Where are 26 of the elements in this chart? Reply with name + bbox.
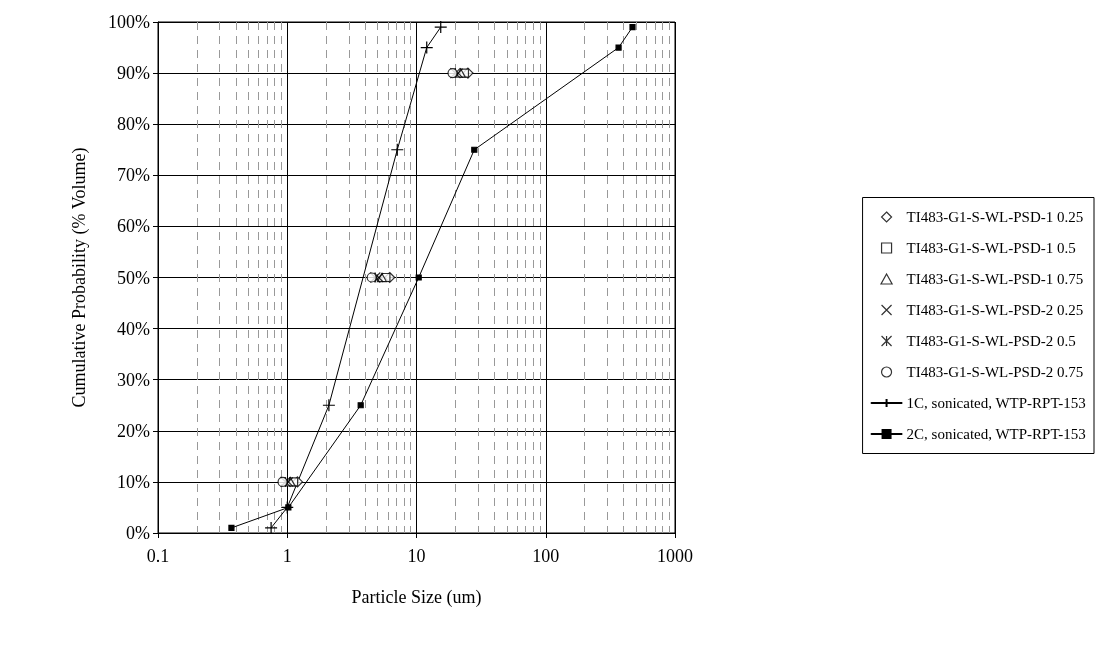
y-tick-label: 70% xyxy=(117,165,150,186)
y-tick-label: 60% xyxy=(117,216,150,237)
legend-label: TI483-G1-S-WL-PSD-1 0.5 xyxy=(906,240,1076,256)
y-tick-label: 100% xyxy=(108,12,150,32)
x-tick-label: 10 xyxy=(407,546,426,566)
x-tick-label: 0.1 xyxy=(146,546,170,566)
y-tick-label: 30% xyxy=(117,369,150,390)
legend-label: TI483-G1-S-WL-PSD-1 0.75 xyxy=(906,271,1084,287)
y-tick-label: 50% xyxy=(117,267,150,288)
x-tick-label: 100 xyxy=(532,546,560,566)
legend-label: 1C, sonicated, WTP-RPT-153 xyxy=(906,395,1086,411)
legend-label: TI483-G1-S-WL-PSD-2 0.75 xyxy=(906,364,1084,380)
y-tick-label: 10% xyxy=(117,471,150,492)
legend-label: TI483-G1-S-WL-PSD-2 0.25 xyxy=(906,302,1084,318)
y-tick-label: 80% xyxy=(117,114,150,135)
y-tick-label: 20% xyxy=(117,420,150,441)
legend-label: 2C, sonicated, WTP-RPT-153 xyxy=(906,426,1086,442)
x-axis-title: Particle Size (um) xyxy=(351,587,482,608)
y-axis-title: Cumulative Probability (% Volume) xyxy=(69,147,90,408)
legend-label: TI483-G1-S-WL-PSD-2 0.5 xyxy=(906,333,1076,349)
y-tick-label: 90% xyxy=(117,63,150,84)
y-tick-label: 40% xyxy=(117,318,150,339)
x-tick-label: 1 xyxy=(282,546,292,566)
legend-label: TI483-G1-S-WL-PSD-1 0.25 xyxy=(906,209,1084,225)
y-tick-label: 0% xyxy=(126,523,150,543)
x-tick-label: 1000 xyxy=(657,546,693,566)
